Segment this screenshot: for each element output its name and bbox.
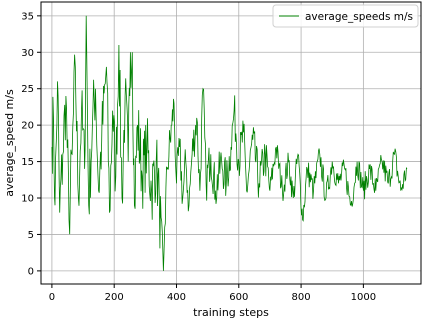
legend: average_speeds m/s (272, 4, 419, 28)
y-tick-label: 10 (21, 194, 34, 205)
grid-lines (41, 2, 421, 284)
y-tick-label: 20 (21, 121, 34, 132)
x-axis-label: training steps (193, 306, 269, 319)
y-tick-label: 0 (28, 266, 34, 277)
x-tick-label: 200 (105, 292, 124, 303)
x-tick-label: 400 (167, 292, 186, 303)
y-tick-label: 25 (21, 84, 34, 95)
x-tick-label: 1000 (351, 292, 376, 303)
series-group (51, 15, 408, 271)
y-tick-label: 30 (21, 48, 34, 59)
legend-label: average_speeds m/s (305, 11, 413, 23)
y-tick-label: 15 (21, 157, 34, 168)
y-tick-label: 5 (28, 230, 34, 241)
legend-box (272, 4, 419, 28)
x-tick-label: 0 (49, 292, 55, 303)
x-tick-label: 600 (229, 292, 248, 303)
y-tick-label: 35 (21, 11, 34, 22)
axes: 0 200 400 600 800 1000 0 5 10 15 20 25 30 35 (21, 1, 422, 303)
plot-frame (40, 1, 422, 285)
series-line (51, 15, 408, 271)
y-axis-label: average_speed m/s (3, 89, 16, 197)
x-tick-label: 800 (292, 292, 311, 303)
